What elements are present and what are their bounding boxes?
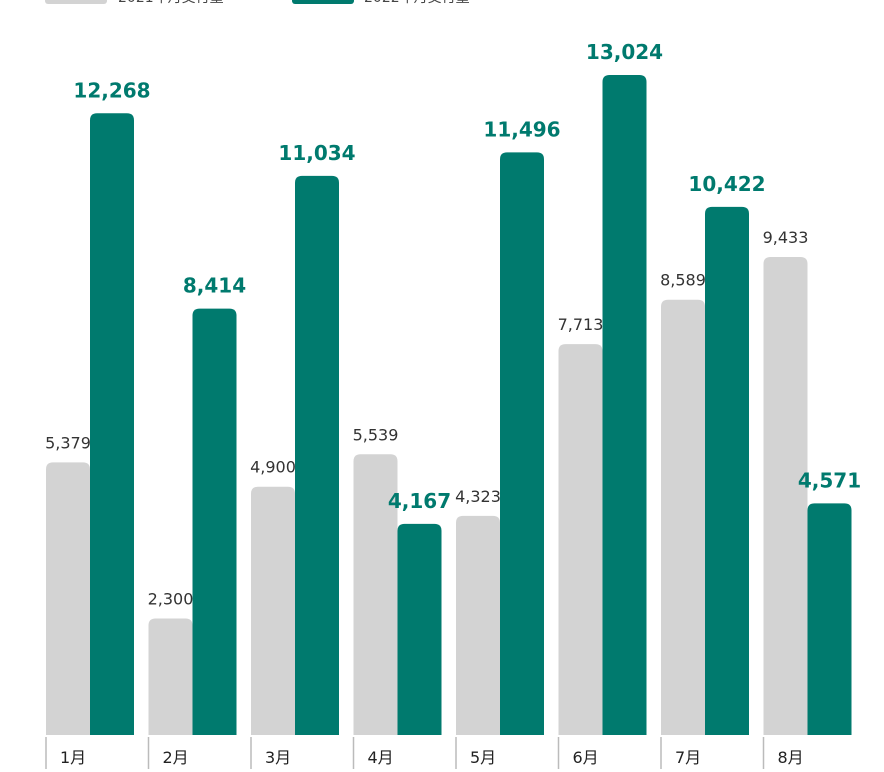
- bar-2022-4: [397, 523, 442, 735]
- legend-label-2021: 2021年月交付量: [118, 0, 224, 6]
- bar-2022-7: [705, 206, 749, 736]
- value-label-2022-1: 12,268: [73, 78, 150, 102]
- bar-2021-8: [763, 256, 808, 735]
- value-labels: 5,379 12,268 2,300 8,414 4,900 11,034 5,539 4,1…: [45, 40, 861, 608]
- bar-2021-2: [148, 618, 193, 735]
- bar-2021-5: [456, 515, 500, 735]
- x-tick-label-8: 8月: [778, 748, 804, 767]
- legend-item-2022: 2022年月交付量: [292, 0, 470, 6]
- value-label-2021-6: 7,713: [558, 315, 604, 334]
- bar-2022-1: [90, 113, 134, 736]
- legend: 2021年月交付量 2022年月交付量: [45, 0, 470, 6]
- bars: [46, 75, 852, 736]
- value-label-2022-7: 10,422: [688, 172, 765, 196]
- x-tick-label-3: 3月: [265, 748, 291, 767]
- value-label-2021-4: 5,539: [353, 425, 399, 444]
- value-label-2021-1: 5,379: [45, 433, 91, 452]
- bar-2021-4: [353, 454, 398, 735]
- value-label-2021-8: 9,433: [763, 228, 809, 247]
- value-label-2021-7: 8,589: [660, 271, 706, 290]
- value-label-2022-3: 11,034: [278, 141, 355, 165]
- legend-swatch-2022: [292, 0, 354, 4]
- value-label-2021-5: 4,323: [455, 487, 501, 506]
- value-label-2022-8: 4,571: [798, 468, 861, 492]
- bar-2021-3: [251, 486, 295, 735]
- value-label-2021-2: 2,300: [148, 589, 194, 608]
- value-label-2022-4: 4,167: [388, 489, 451, 513]
- legend-label-2022: 2022年月交付量: [364, 0, 470, 6]
- value-label-2022-2: 8,414: [183, 274, 246, 298]
- legend-item-2021: 2021年月交付量: [45, 0, 224, 6]
- x-tick-label-1: 1月: [60, 748, 86, 767]
- bar-2022-8: [807, 503, 852, 735]
- bar-2022-6: [602, 75, 647, 735]
- bar-2022-5: [500, 152, 544, 735]
- bar-2021-1: [46, 462, 90, 735]
- x-axis: 1月 2月 3月 4月 5月 6月 7月 8月: [45, 737, 804, 769]
- legend-swatch-2021: [45, 0, 107, 4]
- bar-2021-7: [661, 299, 705, 735]
- x-tick-label-4: 4月: [368, 748, 394, 767]
- bar-2022-2: [192, 308, 237, 735]
- bar-2021-6: [558, 344, 603, 735]
- x-tick-label-6: 6月: [573, 748, 599, 767]
- bar-2022-3: [295, 175, 339, 735]
- value-label-2021-3: 4,900: [250, 458, 296, 477]
- x-tick-label-2: 2月: [163, 748, 189, 767]
- value-label-2022-5: 11,496: [483, 117, 560, 141]
- x-tick-label-7: 7月: [675, 748, 701, 767]
- value-label-2022-6: 13,024: [586, 40, 663, 64]
- x-tick-label-5: 5月: [470, 748, 496, 767]
